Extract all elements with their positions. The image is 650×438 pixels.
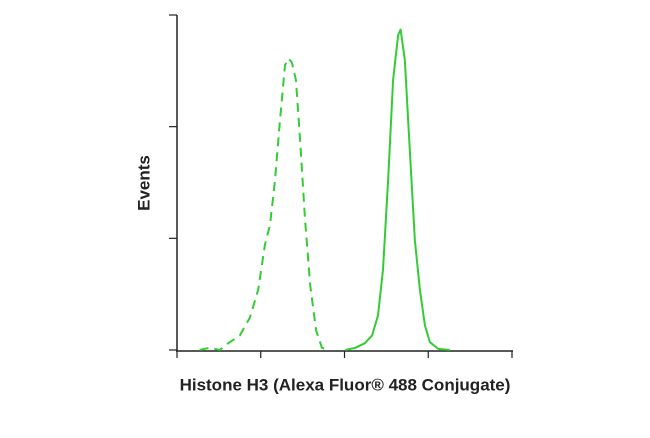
x-axis-label: Histone H3 (Alexa Fluor® 488 Conjugate) xyxy=(180,375,511,394)
y-axis-label: Events xyxy=(134,155,153,211)
histogram-line xyxy=(345,28,451,351)
histogram-line xyxy=(199,57,330,351)
